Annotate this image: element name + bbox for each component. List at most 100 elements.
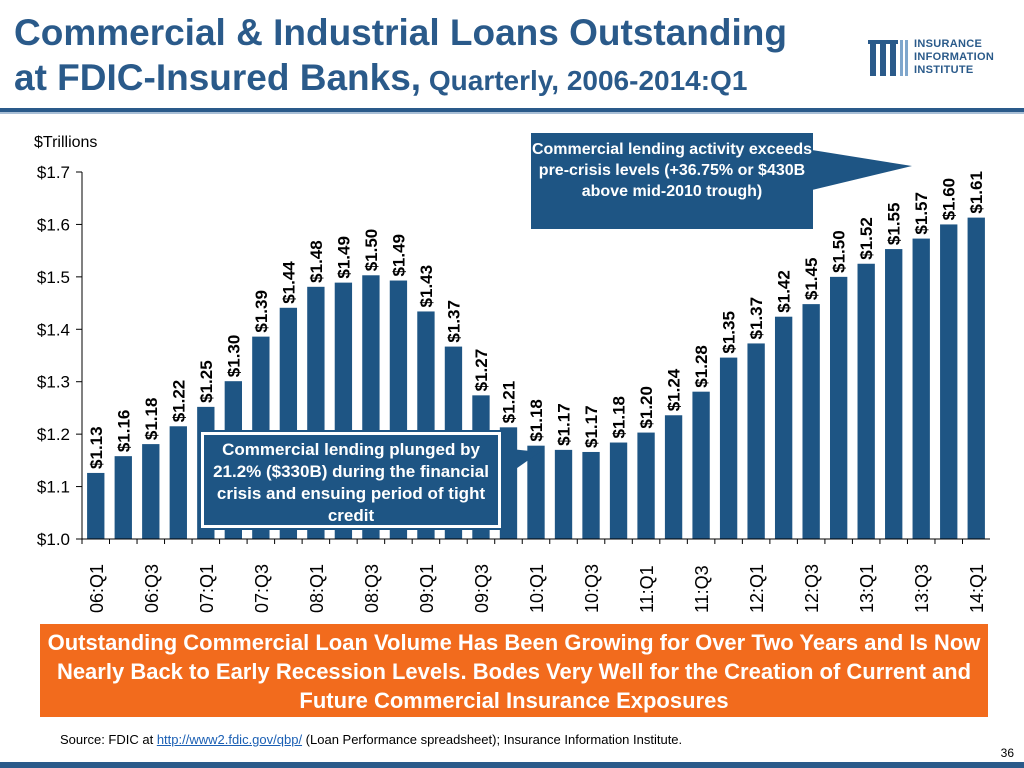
data-label: $1.21 — [499, 381, 518, 424]
callout-crisis-plunge: Commercial lending plunged by 21.2% ($33… — [201, 432, 501, 528]
data-label: $1.60 — [940, 178, 959, 221]
data-label: $1.42 — [775, 270, 794, 313]
data-label: $1.20 — [637, 386, 656, 429]
x-tick-label: 10:Q3 — [582, 564, 602, 613]
x-tick-label: 13:Q3 — [912, 564, 932, 613]
title-line-2-main: at FDIC-Insured Banks, — [14, 57, 422, 98]
bar-14-Q1 — [967, 217, 985, 539]
data-label: $1.37 — [444, 300, 463, 343]
bar-11-Q1 — [637, 432, 655, 539]
data-label: $1.49 — [389, 234, 408, 277]
bar-12-Q3 — [802, 304, 820, 539]
y-axis: $1.0 $1.1 $1.2 $1.3 $1.4 $1.5 $1.6 $1.7 — [37, 163, 83, 549]
bar-11-Q3 — [692, 391, 710, 539]
y-tick-label: $1.7 — [37, 163, 70, 182]
data-label: $1.49 — [334, 236, 353, 279]
data-label: $1.52 — [857, 217, 876, 260]
callout-mid-pointer — [500, 448, 540, 480]
bar-13-Q4 — [940, 224, 958, 539]
x-tick-label: 06:Q1 — [87, 564, 107, 613]
x-axis: 06:Q1 06:Q3 07:Q1 07:Q3 08:Q1 08:Q3 09:Q1 09:Q3… — [81, 538, 990, 613]
logo-text: INSURANCE INFORMATION INSTITUTE — [914, 38, 994, 77]
bar-13-Q1 — [857, 263, 875, 539]
bar-12-Q4 — [829, 276, 848, 539]
data-label: $1.24 — [665, 368, 684, 411]
x-tick-label: 08:Q1 — [307, 564, 327, 613]
x-tick-label: 11:Q3 — [692, 565, 712, 613]
data-label: $1.28 — [692, 345, 711, 388]
logo-line-3: INSTITUTE — [914, 64, 974, 76]
summary-banner-text: Outstanding Commercial Loan Volume Has B… — [47, 630, 981, 713]
iii-logo-icon — [868, 40, 908, 76]
x-tick-label: 09:Q1 — [417, 564, 437, 613]
bar-10-Q2 — [554, 449, 573, 539]
bar-10-Q3 — [582, 451, 600, 539]
callout-pre-crisis: Commercial lending activity exceeds pre-… — [531, 133, 813, 229]
data-label: $1.18 — [527, 399, 546, 442]
callout-crisis-plunge-text: Commercial lending plunged by 21.2% ($33… — [213, 440, 489, 525]
x-tick-label: 14:Q1 — [967, 564, 987, 613]
iii-logo: INSURANCE INFORMATION INSTITUTE — [868, 36, 1018, 86]
bar-06-Q1 — [87, 472, 105, 539]
data-label: $1.55 — [885, 203, 904, 246]
slide-title: Commercial & Industrial Loans Outstandin… — [14, 10, 854, 103]
data-label: $1.27 — [472, 349, 491, 392]
y-tick-label: $1.2 — [37, 425, 70, 444]
x-tick-label: 12:Q1 — [747, 564, 767, 613]
y-tick-label: $1.0 — [37, 530, 70, 549]
y-axis-label: $Trillions — [34, 134, 97, 151]
bar-06-Q4 — [169, 426, 187, 539]
bar-12-Q1 — [747, 343, 765, 539]
x-tick-label: 11:Q1 — [637, 565, 657, 613]
x-tick-label: 10:Q1 — [527, 564, 547, 613]
source-suffix: (Loan Performance spreadsheet); Insuranc… — [302, 732, 683, 747]
bar-10-Q1 — [527, 445, 545, 539]
title-divider — [0, 108, 1024, 112]
y-tick-label: $1.1 — [37, 478, 70, 497]
data-label: $1.61 — [967, 171, 986, 214]
x-tick-label: 13:Q1 — [857, 564, 877, 613]
bar-13-Q2 — [885, 249, 903, 539]
logo-line-1: INSURANCE — [914, 38, 983, 50]
title-line-1: Commercial & Industrial Loans Outstandin… — [14, 12, 787, 53]
data-label: $1.39 — [252, 290, 271, 333]
data-label: $1.18 — [610, 396, 629, 439]
x-tick-label: 09:Q3 — [472, 564, 492, 613]
footer-divider — [0, 762, 1024, 768]
y-tick-label: $1.4 — [37, 320, 70, 339]
data-label: $1.43 — [417, 265, 436, 308]
data-label: $1.35 — [720, 311, 739, 354]
callout-pre-crisis-text: Commercial lending activity exceeds pre-… — [531, 141, 813, 200]
bar-11-Q4 — [719, 357, 738, 539]
title-line-2: at FDIC-Insured Banks, Quarterly, 2006-2… — [14, 55, 854, 103]
bar-13-Q3 — [912, 238, 930, 539]
data-label: $1.22 — [169, 380, 188, 423]
bar-06-Q2 — [114, 456, 132, 539]
data-label: $1.16 — [114, 410, 133, 453]
title-line-2-sub: Quarterly, 2006-2014:Q1 — [421, 65, 748, 96]
bar-11-Q2 — [664, 415, 683, 539]
bar-12-Q2 — [774, 316, 793, 539]
data-label: $1.50 — [830, 230, 849, 273]
x-tick-label: 07:Q1 — [197, 564, 217, 613]
data-label: $1.30 — [224, 335, 243, 378]
x-tick-label: 07:Q3 — [252, 564, 272, 613]
data-labels-group: $1.13 $1.16 $1.18 $1.22 $1.25 $1.30 $1.39 $1.44… — [87, 171, 986, 469]
data-label: $1.17 — [555, 403, 574, 446]
page-number: 36 — [1000, 746, 1014, 760]
data-label: $1.25 — [197, 360, 216, 403]
source-note: Source: FDIC at http://www2.fdic.gov/qbp… — [60, 732, 682, 747]
source-link[interactable]: http://www2.fdic.gov/qbp/ — [156, 732, 303, 747]
data-label: $1.37 — [747, 297, 766, 340]
title-divider-light — [0, 112, 1024, 114]
x-tick-label: 12:Q3 — [802, 564, 822, 613]
summary-banner: Outstanding Commercial Loan Volume Has B… — [40, 624, 988, 717]
bar-10-Q4 — [609, 442, 628, 539]
y-tick-label: $1.6 — [37, 215, 70, 234]
source-prefix: Source: FDIC at — [60, 732, 157, 747]
data-label: $1.44 — [279, 261, 298, 304]
x-tick-label: 08:Q3 — [362, 564, 382, 613]
y-tick-label: $1.3 — [37, 373, 70, 392]
callout-top-pointer — [812, 150, 912, 190]
